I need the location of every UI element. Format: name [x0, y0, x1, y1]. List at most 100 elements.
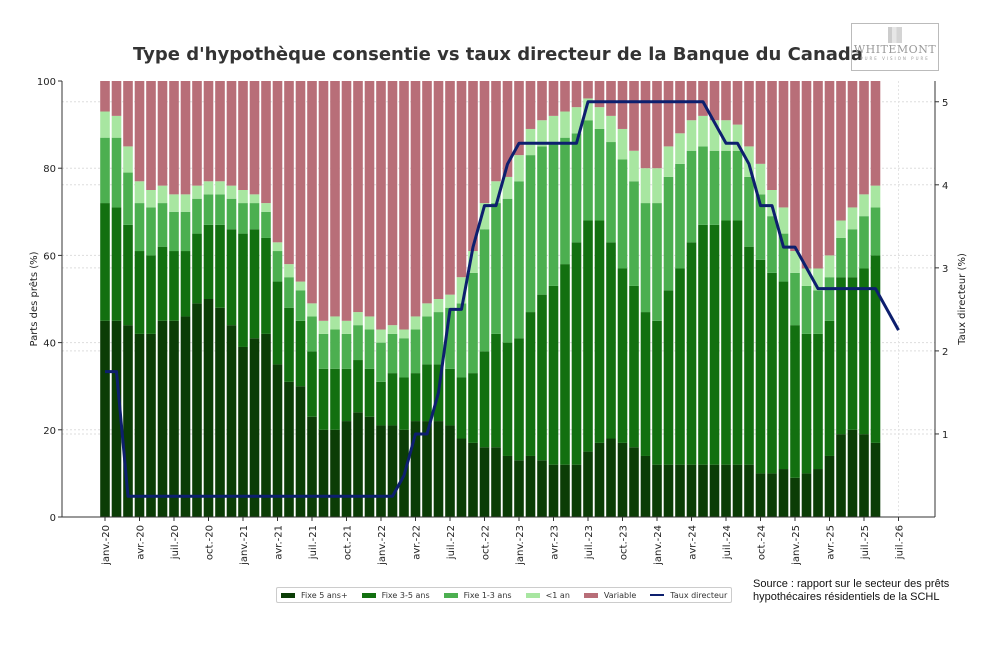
bar-segment-fixe-3-5-ans: [353, 360, 363, 413]
bar-segment-fixe-3-5-ans: [721, 220, 731, 465]
bar-segment-variable: [215, 81, 225, 182]
bar-segment-fixe-3-5-ans: [111, 207, 122, 321]
bar-segment-fixe-5-ans-: [652, 464, 662, 517]
bar-segment-fixe-1-3-ans: [640, 203, 651, 313]
bar-segment-fixe-5-ans-: [514, 460, 524, 517]
bar-segment-fixe-1-3-ans: [192, 198, 202, 234]
bar-segment-variable: [663, 81, 674, 147]
bar-segment-fixe-3-5-ans: [307, 351, 317, 417]
legend-color-swatch: [583, 592, 598, 598]
bar-segment-fixe-3-5-ans: [801, 333, 812, 474]
bar-segment--1-an: [755, 163, 766, 195]
bar-segment-fixe-1-3-ans: [433, 312, 444, 365]
bar-segment-fixe-3-5-ans: [594, 220, 605, 443]
bar-segment--1-an: [698, 115, 708, 147]
bar-segment-fixe-1-3-ans: [594, 128, 605, 221]
bar-segment-fixe-3-5-ans: [824, 320, 835, 456]
bar-segment-fixe-5-ans-: [261, 333, 271, 517]
bar-segment-variable: [134, 81, 145, 182]
bar-segment-fixe-3-5-ans: [813, 333, 823, 470]
bar-segment-fixe-3-5-ans: [652, 320, 662, 465]
bar-segment-fixe-3-5-ans: [675, 268, 685, 465]
bar-segment-fixe-5-ans-: [491, 447, 501, 517]
bar-segment-variable: [238, 81, 248, 190]
bar-segment-fixe-5-ans-: [778, 469, 789, 517]
legend-label: Taux directeur: [670, 590, 728, 600]
bar-segment-variable: [502, 81, 513, 177]
bar-segment-fixe-1-3-ans: [123, 172, 133, 225]
bar-segment--1-an: [146, 190, 156, 208]
bar-segment-fixe-3-5-ans: [778, 281, 789, 470]
bar-segment-fixe-5-ans-: [433, 421, 444, 517]
bar-segment-variable: [514, 81, 524, 156]
bar-segment-fixe-5-ans-: [134, 333, 145, 517]
bar-segment-fixe-1-3-ans: [376, 342, 386, 382]
bar-segment-fixe-5-ans-: [180, 316, 191, 517]
legend-label: Variable: [603, 590, 637, 600]
bar-segment-fixe-3-5-ans: [422, 364, 432, 422]
bar-segment--1-an: [606, 115, 616, 143]
bar-segment-variable: [295, 81, 306, 282]
bar-segment-fixe-1-3-ans: [491, 203, 501, 334]
y-axis-label: Parts des prêts (%): [28, 251, 40, 346]
bar-segment--1-an: [514, 155, 524, 182]
legend-item: Fixe 5 ans+: [281, 591, 348, 600]
bar-segment-variable: [399, 81, 409, 330]
bar-segment-fixe-5-ans-: [698, 464, 708, 517]
bar-segment-fixe-3-5-ans: [410, 373, 421, 422]
bar-segment-variable: [594, 81, 605, 108]
bar-segment-fixe-1-3-ans: [157, 203, 168, 247]
bar-segment-fixe-3-5-ans: [272, 281, 283, 365]
bar-segment--1-an: [376, 329, 386, 343]
source-line-2: hypothécaires résidentiels de la SCHL: [753, 591, 940, 603]
bar-segment-variable: [767, 81, 777, 190]
bar-segment--1-an: [686, 120, 697, 151]
bar-segment-fixe-3-5-ans: [203, 224, 214, 299]
bar-segment-fixe-1-3-ans: [445, 307, 455, 369]
bar-segment--1-an: [272, 242, 283, 252]
bar-segment-fixe-1-3-ans: [272, 251, 283, 282]
bar-segment-variable: [284, 81, 294, 265]
y-tick-label: 80: [43, 164, 56, 175]
bar-segment-fixe-5-ans-: [709, 464, 720, 517]
bar-segment--1-an: [353, 312, 363, 326]
bar-segment-fixe-3-5-ans: [399, 377, 409, 430]
bar-segment-fixe-5-ans-: [445, 425, 455, 517]
bar-segment--1-an: [445, 294, 455, 308]
bar-segment-fixe-3-5-ans: [479, 351, 490, 448]
x-tick-label: juil.-23: [584, 525, 595, 560]
bar-segment-fixe-5-ans-: [307, 416, 317, 517]
bar-segment-fixe-5-ans-: [629, 447, 639, 517]
bar-segment-fixe-1-3-ans: [744, 176, 754, 247]
bar-segment-fixe-3-5-ans: [767, 272, 777, 474]
bar-segment-variable: [870, 81, 881, 186]
bar-segment-fixe-1-3-ans: [238, 203, 248, 234]
bar-segment--1-an: [767, 190, 777, 217]
bar-segment-variable: [491, 81, 501, 182]
bar-segment--1-an: [261, 203, 271, 212]
bar-segment-fixe-1-3-ans: [399, 338, 409, 378]
bar-segment-fixe-1-3-ans: [215, 194, 225, 225]
bar-segment-variable: [169, 81, 179, 195]
bar-segment-variable: [192, 81, 202, 186]
bar-segment-fixe-1-3-ans: [180, 211, 191, 252]
bar-segment-fixe-1-3-ans: [134, 203, 145, 252]
bar-segment-fixe-3-5-ans: [548, 285, 559, 465]
bar-segment--1-an: [847, 207, 858, 230]
x-tick-label: juil.-24: [722, 525, 733, 560]
bar-segment-fixe-5-ans-: [583, 451, 593, 517]
bar-segment--1-an: [870, 185, 881, 208]
bar-segment-fixe-3-5-ans: [249, 229, 260, 339]
bar-segment-variable: [732, 81, 743, 125]
bar-segment-fixe-1-3-ans: [721, 150, 731, 221]
bar-segment-fixe-5-ans-: [640, 455, 651, 517]
logo-name: WHITEMONT: [853, 43, 937, 56]
bar-segment-fixe-3-5-ans: [387, 373, 398, 426]
bar-segment-fixe-3-5-ans: [238, 233, 248, 347]
x-tick-label: oct.-22: [481, 525, 492, 560]
legend-item: <1 an: [525, 591, 570, 600]
bar-segment-fixe-1-3-ans: [571, 133, 582, 243]
bar-segment-fixe-1-3-ans: [790, 272, 800, 326]
legend-line-swatch: [650, 594, 665, 596]
bar-segment-fixe-1-3-ans: [801, 285, 812, 334]
